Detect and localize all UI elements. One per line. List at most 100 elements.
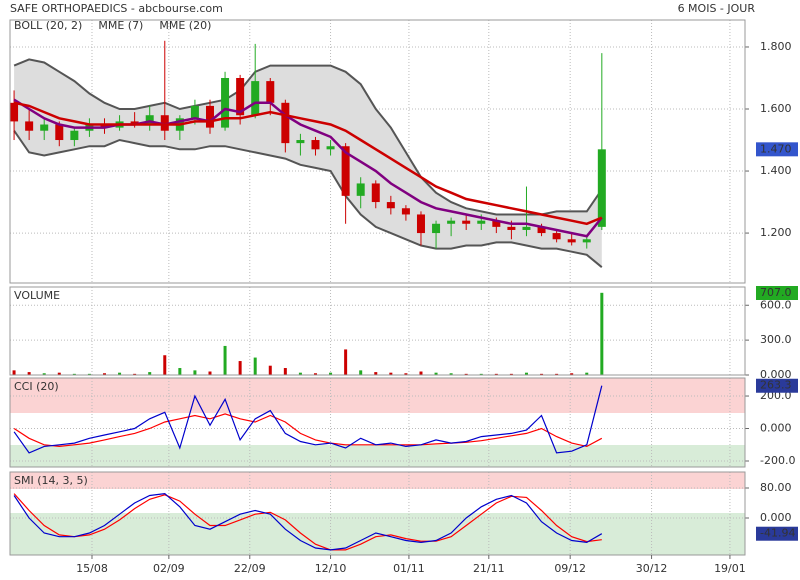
indicator-line bbox=[13, 413, 603, 448]
volume-bar bbox=[27, 372, 31, 375]
volume-bar bbox=[494, 373, 498, 375]
volume-bar bbox=[193, 370, 197, 375]
last-value-label: 707.0 bbox=[760, 286, 792, 299]
candle-body bbox=[281, 102, 290, 144]
x-tick-label: 02/09 bbox=[153, 562, 185, 575]
candle-body bbox=[221, 77, 230, 128]
cci-overbought-zone bbox=[10, 378, 745, 413]
last-value-tag bbox=[756, 378, 798, 393]
volume-bar bbox=[374, 372, 378, 375]
volume-bar bbox=[585, 372, 589, 375]
candle-body bbox=[522, 226, 531, 230]
chart-title: SAFE ORTHOPAEDICS - abcbourse.com bbox=[10, 2, 223, 15]
legend-entry: MME (7) bbox=[98, 19, 143, 32]
volume-bar bbox=[389, 372, 393, 375]
volume-bar bbox=[57, 372, 61, 375]
candle-body bbox=[341, 146, 350, 196]
y-tick-label: 1.600 bbox=[760, 102, 792, 115]
candle-body bbox=[507, 226, 516, 230]
y-tick-label: 80.00 bbox=[760, 481, 792, 494]
panel-title: VOLUME bbox=[14, 289, 60, 302]
smi-overbought-zone bbox=[10, 472, 745, 489]
candle-body bbox=[190, 105, 199, 119]
volume-bar bbox=[102, 373, 106, 375]
candle-body bbox=[236, 77, 245, 116]
x-tick-label: 15/08 bbox=[76, 562, 108, 575]
volume-bar bbox=[118, 372, 122, 375]
volume-bar bbox=[163, 355, 167, 375]
y-tick-label: 0.000 bbox=[760, 422, 792, 435]
volume-bar bbox=[600, 292, 604, 375]
candle-body bbox=[356, 183, 365, 196]
y-tick-label: 600.0 bbox=[760, 298, 792, 311]
candle-body bbox=[296, 140, 305, 144]
volume-bar bbox=[223, 345, 227, 375]
y-tick-label: 0.000 bbox=[760, 511, 792, 524]
panel-frame bbox=[9, 471, 746, 556]
x-tick-label: 22/09 bbox=[234, 562, 266, 575]
last-value-label: 263.3 bbox=[760, 379, 792, 392]
volume-bar bbox=[87, 373, 91, 375]
volume-bar bbox=[313, 373, 317, 375]
candle-body bbox=[477, 220, 486, 224]
volume-bar bbox=[72, 373, 76, 375]
period: 6 MOIS - JOUR bbox=[678, 2, 756, 15]
last-value-tag bbox=[756, 526, 798, 541]
candle-body bbox=[160, 115, 169, 131]
volume-bar bbox=[464, 373, 468, 375]
indicator-line bbox=[13, 98, 603, 238]
volume-bar bbox=[298, 372, 302, 375]
last-price-tag bbox=[756, 142, 798, 157]
volume-bar bbox=[555, 373, 559, 375]
panel-frame bbox=[9, 19, 746, 284]
indicator-line bbox=[13, 493, 602, 551]
panel-frame bbox=[9, 286, 746, 376]
candle-body bbox=[145, 115, 154, 125]
volume-bar bbox=[344, 349, 348, 375]
bollinger-band bbox=[14, 59, 602, 268]
indicator-line bbox=[13, 385, 603, 454]
y-tick-label: 1.400 bbox=[760, 164, 792, 177]
candle-body bbox=[597, 149, 606, 227]
last-value-label: -41.94 bbox=[760, 527, 795, 540]
legend-entry: BOLL (20, 2) bbox=[14, 19, 82, 32]
candle-body bbox=[251, 81, 260, 116]
candle-body bbox=[55, 124, 64, 141]
candle-body bbox=[447, 220, 456, 224]
y-tick-label: 1.200 bbox=[760, 226, 792, 239]
panel-title: CCI (20) bbox=[14, 380, 59, 393]
candle-body bbox=[537, 226, 546, 234]
y-tick-label: 300.0 bbox=[760, 333, 792, 346]
indicator-line bbox=[13, 101, 603, 226]
volume-bar bbox=[509, 373, 513, 375]
candle-body bbox=[386, 202, 395, 209]
volume-bar bbox=[570, 373, 574, 375]
y-tick-label: 0.000 bbox=[760, 368, 792, 381]
plot-layer: 1.200 1.400 1.600 1.800 BOLL (20, 2) MME (7) M… bbox=[9, 19, 798, 575]
candle-body bbox=[371, 183, 380, 203]
x-tick-label: 30/12 bbox=[636, 562, 668, 575]
indicator-line bbox=[13, 492, 603, 551]
candle-body bbox=[25, 121, 34, 131]
volume-bar bbox=[404, 373, 408, 375]
volume-bar bbox=[434, 372, 438, 375]
volume-bar bbox=[238, 361, 242, 375]
candle-body bbox=[10, 102, 19, 122]
candle-body bbox=[432, 223, 441, 234]
cci-oversold-zone bbox=[10, 445, 745, 467]
legend-entry: MME (20) bbox=[159, 19, 211, 32]
volume-bar bbox=[42, 373, 46, 375]
volume-bar bbox=[449, 373, 453, 375]
candle-body bbox=[205, 105, 214, 128]
volume-bar bbox=[540, 373, 544, 375]
last-price-label: 1.470 bbox=[760, 142, 792, 155]
volume-bar bbox=[253, 357, 257, 375]
panel-frame bbox=[9, 377, 746, 468]
volume-bar bbox=[133, 373, 137, 375]
candle-body bbox=[416, 214, 425, 234]
candle-body bbox=[100, 124, 109, 128]
volume-bar bbox=[283, 368, 287, 375]
last-value-tag bbox=[756, 286, 798, 300]
